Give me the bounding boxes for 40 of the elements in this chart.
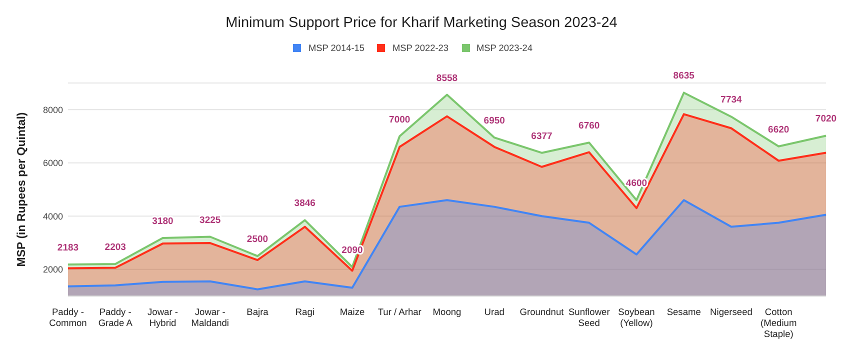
- x-tick-label: Jowar - Maldandi: [191, 307, 229, 328]
- x-tick-label: Jowar - Hybrid: [148, 307, 178, 328]
- x-tick-label: Nigerseed: [710, 307, 752, 317]
- x-tick-label: Sesame: [666, 307, 701, 317]
- data-label: 8558: [436, 72, 458, 84]
- data-label: 6760: [578, 120, 600, 132]
- data-label: 7020: [815, 114, 837, 125]
- x-tick-label: Paddy - Grade A: [98, 307, 134, 328]
- data-label: 2203: [104, 242, 126, 253]
- chart-title: Minimum Support Price for Kharif Marketing Season 2023-24: [224, 14, 618, 32]
- x-tick-label: Paddy - Common: [49, 307, 87, 328]
- data-label: 3180: [152, 216, 174, 227]
- y-tick-label: 6000: [42, 158, 63, 168]
- y-tick-label: 2000: [42, 264, 63, 275]
- data-label: 6377: [531, 130, 552, 142]
- x-tick-label: Groundnut: [520, 307, 564, 317]
- data-label: 8635: [673, 70, 696, 82]
- legend-label: MSP 2014-15: [307, 42, 364, 54]
- x-tick-label: Cotton (Medium Staple): [760, 307, 797, 339]
- legend-label: MSP 2023-24: [476, 42, 533, 54]
- data-label: 2500: [246, 234, 268, 246]
- data-label: 7734: [720, 94, 743, 106]
- x-tick-label: Sunflower Seed: [568, 307, 610, 328]
- x-tick-label: Tur / Arhar: [378, 307, 422, 317]
- y-tick-label: 8000: [42, 104, 63, 115]
- x-tick-label: Urad: [484, 307, 504, 317]
- x-tick-label: Bajra: [246, 307, 270, 317]
- data-label: 6620: [768, 124, 790, 136]
- x-tick-label: Ragi: [295, 307, 314, 317]
- data-label: 7000: [389, 114, 410, 126]
- x-tick-label: Soybean (Yellow): [618, 307, 655, 328]
- x-tick-label: Moong: [432, 307, 462, 317]
- legend-label: MSP 2022-23: [391, 42, 448, 54]
- data-label: 3225: [200, 214, 222, 226]
- y-axis-title: MSP (in Rupees per Quintal): [16, 112, 28, 267]
- data-label: 3846: [294, 198, 316, 210]
- y-tick-label: 4000: [42, 211, 63, 222]
- data-label: 2183: [57, 242, 79, 254]
- x-tick-label: Maize: [340, 307, 365, 317]
- data-label: 6950: [484, 116, 505, 127]
